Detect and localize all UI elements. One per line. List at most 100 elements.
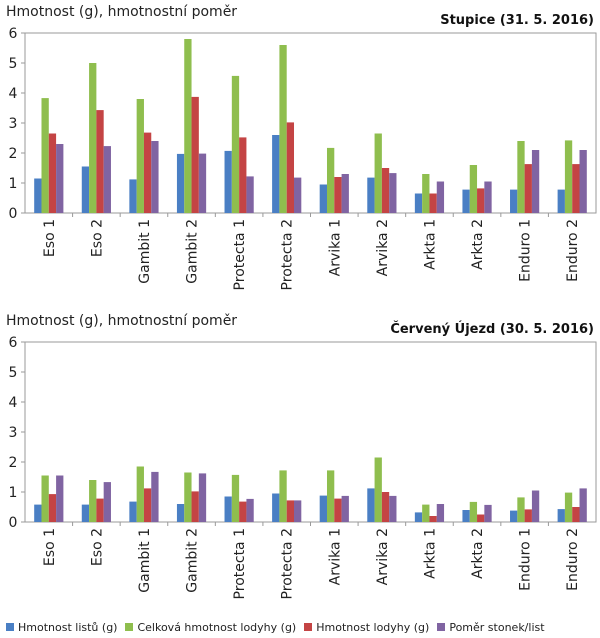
x-tick-label: Enduro 2 xyxy=(565,219,581,282)
bar xyxy=(48,133,57,213)
bar xyxy=(374,457,382,522)
bar xyxy=(477,514,485,522)
bar xyxy=(484,181,492,213)
bar xyxy=(246,498,254,522)
y-tick-label: 1 xyxy=(9,176,18,192)
bar xyxy=(224,496,232,522)
legend-label-total-stem-mass: Celková hmotnost lodyhy (g) xyxy=(137,620,297,634)
bar xyxy=(103,482,111,522)
bar xyxy=(129,179,137,213)
x-tick-label: Arkta 2 xyxy=(470,528,486,579)
bar xyxy=(334,498,342,522)
y-axis-label: Hmotnost (g), hmotnostní poměr xyxy=(6,4,237,20)
bar xyxy=(531,490,540,522)
x-tick-label: Arvika 1 xyxy=(327,219,343,276)
chart-1: Hmotnost (g), hmotnostní poměr Stupice (3… xyxy=(6,4,597,290)
bar xyxy=(462,189,470,213)
legend-item-total-stem-mass: Celková hmotnost lodyhy (g) xyxy=(125,621,296,634)
y-tick-label: 6 xyxy=(9,26,18,42)
x-tick-label: Gambit 1 xyxy=(137,528,153,593)
bar xyxy=(129,501,137,522)
x-tick-label: Gambit 2 xyxy=(185,528,201,593)
bar xyxy=(184,472,192,522)
x-tick-label: Gambit 2 xyxy=(185,219,201,284)
bar xyxy=(326,470,335,522)
bar xyxy=(34,178,42,213)
bar xyxy=(286,500,295,522)
bar xyxy=(469,501,478,522)
bar xyxy=(191,491,199,522)
y-tick-label: 3 xyxy=(9,425,18,441)
bar xyxy=(557,189,565,213)
x-tick-label: Arvika 2 xyxy=(375,219,391,276)
chart-title: Červený Újezd (30. 5. 2016) xyxy=(390,321,594,337)
bar xyxy=(239,137,247,213)
bar xyxy=(231,75,240,214)
x-tick-label: Enduro 2 xyxy=(565,528,581,591)
x-tick-label: Arkta 2 xyxy=(470,219,486,270)
bar xyxy=(422,504,430,522)
bar xyxy=(246,176,254,213)
bar xyxy=(414,512,423,522)
bar xyxy=(96,110,104,213)
bar xyxy=(48,494,57,522)
legend-swatch-stem-mass xyxy=(304,623,313,631)
bar xyxy=(341,495,349,522)
y-tick-label: 2 xyxy=(9,146,18,162)
y-tick-label: 0 xyxy=(9,206,18,222)
bar xyxy=(176,504,185,522)
legend: Hmotnost listů (g) Celková hmotnost lody… xyxy=(6,619,600,635)
bar xyxy=(279,45,287,213)
x-tick-label: Enduro 1 xyxy=(518,219,534,282)
bar xyxy=(279,470,287,522)
bar xyxy=(422,174,430,213)
bar xyxy=(389,495,397,522)
legend-label-stem-mass: Hmotnost lodyhy (g) xyxy=(316,620,430,634)
bar xyxy=(374,133,382,213)
bar xyxy=(272,493,280,522)
y-tick-label: 0 xyxy=(9,515,18,531)
legend-swatch-total-stem-mass xyxy=(125,623,134,631)
x-tick-label: Protecta 1 xyxy=(232,528,248,599)
x-tick-label: Arvika 1 xyxy=(327,528,343,585)
bar xyxy=(334,177,342,213)
bar xyxy=(579,150,587,213)
bar xyxy=(436,181,445,213)
y-tick-label: 5 xyxy=(9,365,18,381)
bar xyxy=(143,132,152,213)
bar xyxy=(41,98,49,213)
bar xyxy=(41,475,49,522)
bar xyxy=(462,510,470,522)
y-tick-label: 4 xyxy=(9,395,18,411)
bar xyxy=(557,509,565,522)
bar xyxy=(231,474,240,522)
legend-label-stem-leaf-ratio: Poměr stonek/list xyxy=(449,620,545,634)
bar xyxy=(319,495,327,522)
bar xyxy=(136,466,144,522)
bar xyxy=(191,96,199,213)
bar xyxy=(524,164,532,213)
bar xyxy=(381,492,390,522)
legend-item-leaf-mass: Hmotnost listů (g) xyxy=(6,621,117,634)
legend-swatch-leaf-mass xyxy=(6,623,14,631)
bar xyxy=(367,177,375,213)
x-tick-label: Enduro 1 xyxy=(518,528,534,591)
bar xyxy=(81,166,90,213)
bar xyxy=(319,184,327,213)
x-tick-label: Protecta 2 xyxy=(280,528,296,599)
bar xyxy=(136,99,144,213)
x-tick-label: Eso 1 xyxy=(42,219,58,257)
bar xyxy=(294,500,302,522)
bar xyxy=(224,150,232,213)
chart-2: Hmotnost (g), hmotnostní poměr Červený Új… xyxy=(6,313,597,599)
bar xyxy=(531,150,540,213)
bar xyxy=(510,510,518,522)
bar xyxy=(34,504,42,522)
legend-item-stem-leaf-ratio: Poměr stonek/list xyxy=(437,620,545,634)
bar xyxy=(579,488,587,522)
bar xyxy=(477,188,485,213)
x-tick-label: Arkta 1 xyxy=(422,219,438,270)
y-tick-label: 1 xyxy=(9,485,18,501)
bar xyxy=(326,147,335,213)
